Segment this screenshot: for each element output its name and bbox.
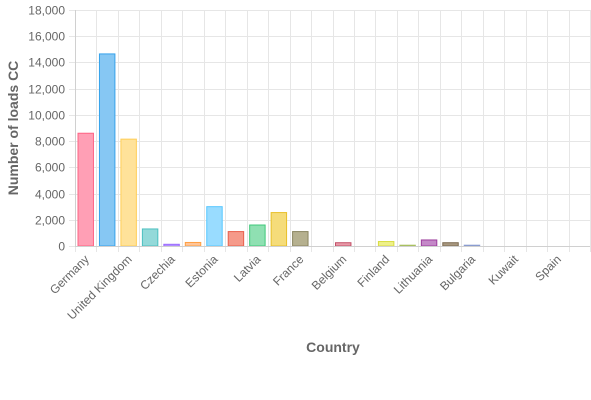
- x-tick-label: Germany: [47, 252, 92, 297]
- axes: [75, 10, 590, 247]
- x-tick-label: Czechia: [137, 252, 178, 293]
- x-axis-title: Country: [306, 339, 360, 355]
- x-tick-label: Finland: [354, 252, 392, 290]
- x-tick-label: France: [270, 252, 307, 289]
- y-axis-title: Number of loads CC: [5, 61, 21, 196]
- x-tick-label: Bulgaria: [437, 252, 478, 293]
- y-tick-label: 10,000: [28, 109, 65, 123]
- y-tick-labels: 0 2,000 4,000 6,000 8,000 10,000 12,000 14,000 1…: [28, 4, 65, 254]
- bar-9: [270, 212, 288, 247]
- y-tick-label: 0: [58, 240, 65, 254]
- y-tick-label: 12,000: [28, 83, 65, 97]
- x-tick-label: Belgium: [309, 252, 350, 293]
- bar-2: [120, 138, 137, 247]
- y-tick-label: 2,000: [35, 214, 65, 228]
- bar-17: [442, 242, 459, 247]
- gridlines: [69, 10, 591, 252]
- bar-1: [98, 53, 116, 247]
- bar-16: [420, 239, 438, 247]
- bar-15: [399, 244, 416, 247]
- x-tick-label: Lithuania: [391, 252, 436, 297]
- x-tick-label: Estonia: [182, 252, 220, 290]
- y-tick-label: 6,000: [35, 161, 65, 175]
- x-tick-label: Spain: [532, 252, 564, 284]
- x-tick-label: Latvia: [231, 252, 264, 285]
- bar-10: [292, 231, 309, 247]
- bar-0: [77, 132, 94, 247]
- y-tick-label: 4,000: [35, 188, 65, 202]
- bar-14: [377, 241, 395, 247]
- y-tick-label: 16,000: [28, 30, 65, 44]
- bar-18: [463, 244, 481, 247]
- bars: [77, 53, 481, 247]
- x-tick-label: Kuwait: [486, 252, 522, 288]
- bar-3: [141, 228, 159, 247]
- y-tick-label: 18,000: [28, 4, 65, 18]
- bar-4: [163, 243, 180, 247]
- bar-8: [249, 224, 266, 247]
- bar-7: [227, 231, 245, 247]
- bar-12: [335, 242, 352, 247]
- bar-5: [184, 241, 202, 247]
- bar-6: [206, 206, 223, 247]
- y-tick-label: 8,000: [35, 135, 65, 149]
- y-tick-label: 14,000: [28, 56, 65, 70]
